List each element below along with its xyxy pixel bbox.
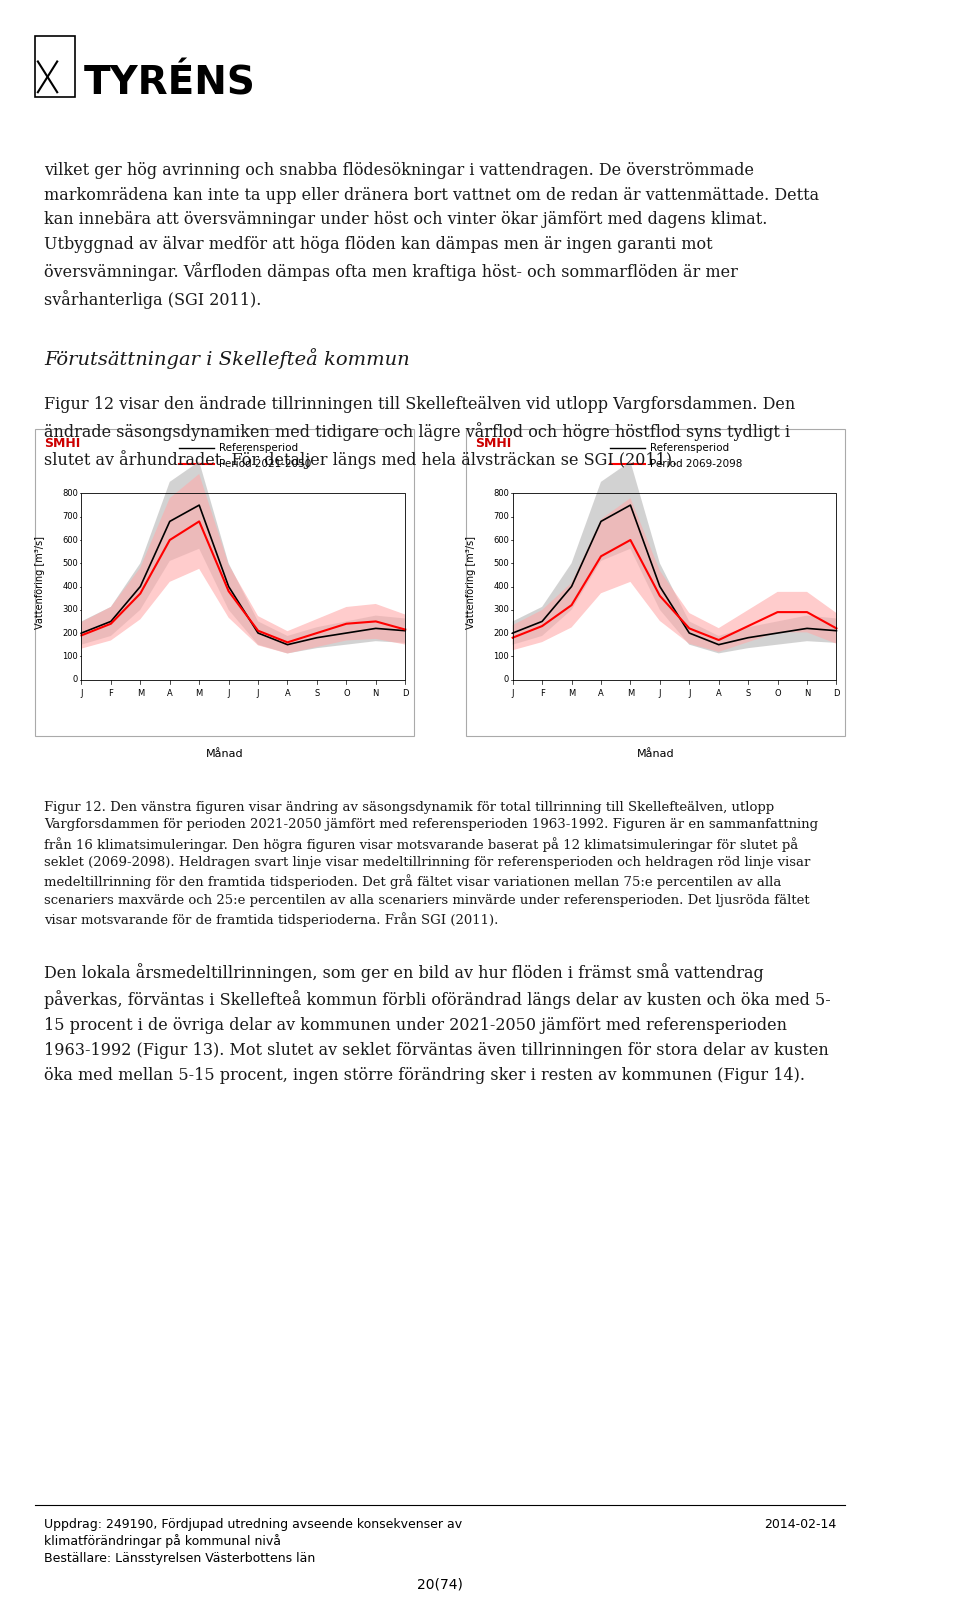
Text: 20(74): 20(74) — [417, 1578, 463, 1592]
Text: F: F — [108, 689, 113, 699]
Text: M: M — [136, 689, 144, 699]
Text: SMHI: SMHI — [44, 437, 81, 450]
Text: D: D — [833, 689, 840, 699]
Text: vilket ger hög avrinning och snabba flödesökningar i vattendragen. De överströmm: vilket ger hög avrinning och snabba flöd… — [44, 162, 819, 309]
Text: A: A — [716, 689, 722, 699]
Text: 0: 0 — [504, 675, 509, 684]
Text: 400: 400 — [493, 582, 509, 591]
Text: J: J — [257, 689, 259, 699]
Text: 200: 200 — [493, 628, 509, 637]
Text: Beställare: Länsstyrelsen Västerbottens län: Beställare: Länsstyrelsen Västerbottens … — [44, 1552, 315, 1565]
Text: M: M — [196, 689, 203, 699]
Text: Vattenföring [m³/s]: Vattenföring [m³/s] — [35, 536, 44, 629]
Text: Figur 12 visar den ändrade tillrinningen till Skellefteälven vid utlopp Vargfors: Figur 12 visar den ändrade tillrinningen… — [44, 396, 795, 469]
Text: 700: 700 — [493, 513, 509, 521]
Text: J: J — [81, 689, 83, 699]
Text: 2014-02-14: 2014-02-14 — [764, 1518, 836, 1531]
Text: Referensperiod: Referensperiod — [219, 443, 298, 453]
Polygon shape — [82, 474, 405, 654]
Text: 700: 700 — [62, 513, 78, 521]
Text: O: O — [775, 689, 780, 699]
Text: S: S — [314, 689, 320, 699]
Text: 0: 0 — [73, 675, 78, 684]
Text: O: O — [343, 689, 349, 699]
Text: 800: 800 — [62, 489, 78, 498]
Text: Vattenföring [m³/s]: Vattenföring [m³/s] — [466, 536, 476, 629]
Polygon shape — [513, 498, 836, 652]
Text: S: S — [746, 689, 751, 699]
Text: Period 2021-2050: Period 2021-2050 — [219, 460, 311, 469]
Text: 600: 600 — [62, 536, 78, 545]
Text: SMHI: SMHI — [475, 437, 512, 450]
Text: J: J — [512, 689, 514, 699]
Text: Uppdrag: 249190, Fördjupad utredning avseende konsekvenser av: Uppdrag: 249190, Fördjupad utredning avs… — [44, 1518, 462, 1531]
Text: J: J — [659, 689, 661, 699]
Text: N: N — [372, 689, 379, 699]
Text: J: J — [228, 689, 229, 699]
Text: F: F — [540, 689, 544, 699]
Polygon shape — [513, 461, 836, 654]
Text: A: A — [598, 689, 604, 699]
Text: 500: 500 — [62, 558, 78, 568]
Text: 600: 600 — [493, 536, 509, 545]
Text: N: N — [804, 689, 810, 699]
Text: Den lokala årsmedeltillrinningen, som ger en bild av hur flöden i främst små vat: Den lokala årsmedeltillrinningen, som ge… — [44, 963, 830, 1084]
Text: 300: 300 — [493, 605, 509, 615]
Text: 100: 100 — [493, 652, 509, 660]
Text: 100: 100 — [62, 652, 78, 660]
Text: D: D — [402, 689, 408, 699]
Text: M: M — [627, 689, 634, 699]
FancyBboxPatch shape — [467, 429, 845, 736]
Text: A: A — [284, 689, 290, 699]
Bar — [36, 36, 75, 97]
Text: Månad: Månad — [205, 749, 243, 759]
Text: Förutsättningar i Skellefteå kommun: Förutsättningar i Skellefteå kommun — [44, 348, 410, 369]
Text: J: J — [688, 689, 690, 699]
Text: Figur 12. Den vänstra figuren visar ändring av säsongsdynamik för total tillrinn: Figur 12. Den vänstra figuren visar ändr… — [44, 801, 818, 927]
Text: 200: 200 — [62, 628, 78, 637]
Text: klimatförändringar på kommunal nivå: klimatförändringar på kommunal nivå — [44, 1534, 281, 1548]
Text: 500: 500 — [493, 558, 509, 568]
Text: Period 2069-2098: Period 2069-2098 — [650, 460, 742, 469]
Text: 300: 300 — [62, 605, 78, 615]
Polygon shape — [82, 461, 405, 654]
Text: M: M — [568, 689, 575, 699]
Text: Månad: Månad — [636, 749, 675, 759]
FancyBboxPatch shape — [36, 429, 414, 736]
Text: 800: 800 — [493, 489, 509, 498]
Text: A: A — [167, 689, 173, 699]
Text: TYRÉNS: TYRÉNS — [84, 65, 255, 102]
Text: Referensperiod: Referensperiod — [650, 443, 729, 453]
Text: 400: 400 — [62, 582, 78, 591]
